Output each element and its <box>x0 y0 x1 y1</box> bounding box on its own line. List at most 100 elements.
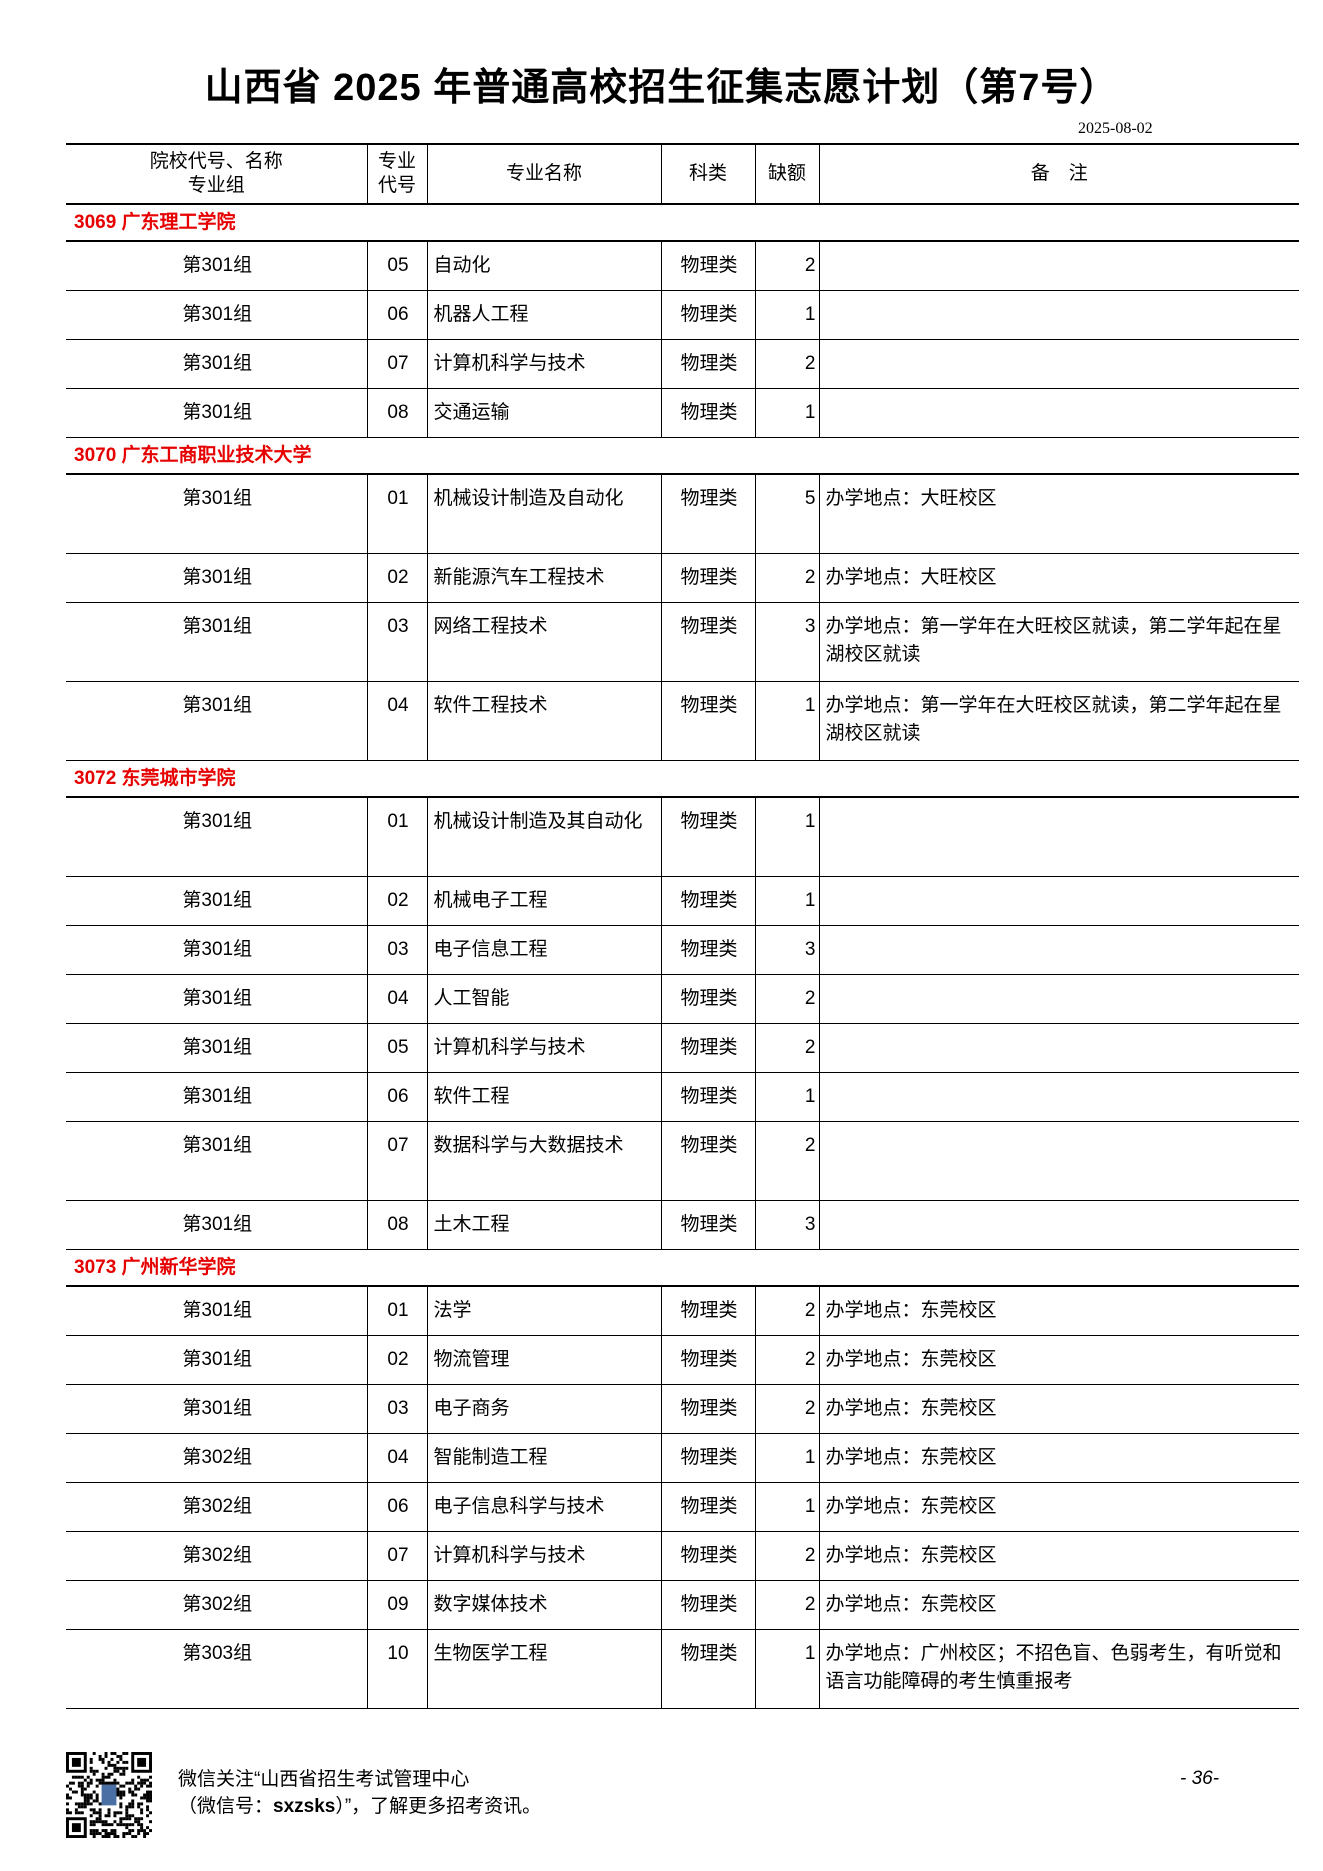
note-cell <box>818 241 1299 291</box>
note-cell: 办学地点：广州校区；不招色盲、色弱考生，有听觉和语言功能障碍的考生慎重报考 <box>818 1629 1299 1709</box>
quota-cell: 1 <box>754 1629 819 1709</box>
major-name-cell: 智能制造工程 <box>426 1433 661 1483</box>
major-name-cell: 软件工程技术 <box>426 681 661 761</box>
school-name: 3069 广东理工学院 <box>66 204 1299 242</box>
note-cell: 办学地点：东莞校区 <box>818 1433 1299 1483</box>
category-cell: 物理类 <box>660 1629 755 1709</box>
note-cell <box>818 1121 1299 1201</box>
group-cell: 第302组 <box>66 1433 367 1483</box>
note-cell: 办学地点：第一学年在大旺校区就读，第二学年起在星湖校区就读 <box>818 681 1299 761</box>
table-row: 第303组 10 生物医学工程 物理类 1 办学地点：广州校区；不招色盲、色弱考生，有听觉… <box>66 1629 1299 1709</box>
table-row: 第301组 03 网络工程技术 物理类 3 办学地点：第一学年在大旺校区就读，第二学年起在… <box>66 602 1299 682</box>
group-cell: 第301组 <box>66 602 367 682</box>
group-cell: 第301组 <box>66 1335 367 1385</box>
major-code-cell: 05 <box>366 1023 427 1073</box>
major-code-cell: 08 <box>366 1200 427 1250</box>
group-cell: 第301组 <box>66 388 367 438</box>
note-cell <box>818 925 1299 975</box>
footer-line-1: 微信关注“山西省招生考试管理中心 <box>178 1769 470 1790</box>
group-cell: 第303组 <box>66 1629 367 1709</box>
header-name: 专业名称 <box>426 143 661 205</box>
category-cell: 物理类 <box>660 1335 755 1385</box>
major-name-cell: 生物医学工程 <box>426 1629 661 1709</box>
major-name-cell: 交通运输 <box>426 388 661 438</box>
major-name-cell: 机器人工程 <box>426 290 661 340</box>
category-cell: 物理类 <box>660 339 755 389</box>
quota-cell: 2 <box>754 1384 819 1434</box>
group-cell: 第301组 <box>66 553 367 603</box>
footer-text: 微信关注“山西省招生考试管理中心 （微信号：sxzsks）”，了解更多招考资讯。 <box>178 1766 778 1820</box>
table-row: 第302组 07 计算机科学与技术 物理类 2 办学地点：东莞校区 <box>66 1531 1299 1581</box>
footer-line-2-suffix: ）”，了解更多招考资讯。 <box>335 1796 542 1817</box>
note-cell: 办学地点：东莞校区 <box>818 1286 1299 1336</box>
group-cell: 第301组 <box>66 797 367 877</box>
quota-cell: 2 <box>754 1335 819 1385</box>
quota-cell: 2 <box>754 339 819 389</box>
group-cell: 第301组 <box>66 1200 367 1250</box>
major-code-cell: 06 <box>366 290 427 340</box>
page-number: - 36- <box>1180 1768 1220 1789</box>
page-title: 山西省 2025 年普通高校招生征集志愿计划（第7号） <box>204 67 1119 109</box>
table-row: 第302组 09 数字媒体技术 物理类 2 办学地点：东莞校区 <box>66 1580 1299 1630</box>
table-row: 第301组 01 机械设计制造及自动化 物理类 5 办学地点：大旺校区 <box>66 474 1299 554</box>
note-cell: 办学地点：大旺校区 <box>818 553 1299 603</box>
category-cell: 物理类 <box>660 1121 755 1201</box>
major-code-cell: 04 <box>366 1433 427 1483</box>
major-name-cell: 软件工程 <box>426 1072 661 1122</box>
table-row: 第301组 04 软件工程技术 物理类 1 办学地点：第一学年在大旺校区就读，第二学年起在… <box>66 681 1299 761</box>
major-name-cell: 人工智能 <box>426 974 661 1024</box>
major-code-cell: 01 <box>366 797 427 877</box>
quota-cell: 2 <box>754 553 819 603</box>
note-cell <box>818 974 1299 1024</box>
wechat-id: sxzsks <box>273 1796 336 1817</box>
quota-cell: 2 <box>754 974 819 1024</box>
note-cell <box>818 1023 1299 1073</box>
group-cell: 第301组 <box>66 1023 367 1073</box>
table-header: 院校代号、名称 专业组 专业 代号 专业名称 科类 缺额 备 注 <box>66 143 1299 205</box>
category-cell: 物理类 <box>660 602 755 682</box>
major-name-cell: 电子商务 <box>426 1384 661 1434</box>
major-name-cell: 计算机科学与技术 <box>426 1023 661 1073</box>
major-code-cell: 07 <box>366 1531 427 1581</box>
group-cell: 第301组 <box>66 290 367 340</box>
major-code-cell: 08 <box>366 388 427 438</box>
quota-cell: 5 <box>754 474 819 554</box>
category-cell: 物理类 <box>660 1200 755 1250</box>
major-code-cell: 03 <box>366 1384 427 1434</box>
category-cell: 物理类 <box>660 388 755 438</box>
note-cell <box>818 797 1299 877</box>
major-name-cell: 计算机科学与技术 <box>426 1531 661 1581</box>
major-name-cell: 数据科学与大数据技术 <box>426 1121 661 1201</box>
group-cell: 第301组 <box>66 474 367 554</box>
note-cell <box>818 1072 1299 1122</box>
note-cell: 办学地点：东莞校区 <box>818 1482 1299 1532</box>
school-name: 3073 广州新华学院 <box>66 1249 1299 1287</box>
group-cell: 第301组 <box>66 1072 367 1122</box>
major-name-cell: 数字媒体技术 <box>426 1580 661 1630</box>
school-name: 3070 广东工商职业技术大学 <box>66 437 1299 475</box>
category-cell: 物理类 <box>660 1072 755 1122</box>
note-cell <box>818 339 1299 389</box>
footer-line-2-prefix: （微信号： <box>178 1796 274 1817</box>
quota-cell: 1 <box>754 681 819 761</box>
category-cell: 物理类 <box>660 1433 755 1483</box>
major-name-cell: 新能源汽车工程技术 <box>426 553 661 603</box>
table-row: 第301组 07 数据科学与大数据技术 物理类 2 <box>66 1121 1299 1201</box>
table-row: 第301组 01 法学 物理类 2 办学地点：东莞校区 <box>66 1286 1299 1336</box>
quota-cell: 1 <box>754 290 819 340</box>
group-cell: 第301组 <box>66 974 367 1024</box>
note-cell: 办学地点：大旺校区 <box>818 474 1299 554</box>
table-row: 第301组 02 机械电子工程 物理类 1 <box>66 876 1299 926</box>
major-name-cell: 电子信息科学与技术 <box>426 1482 661 1532</box>
table-row: 第302组 06 电子信息科学与技术 物理类 1 办学地点：东莞校区 <box>66 1482 1299 1532</box>
category-cell: 物理类 <box>660 1286 755 1336</box>
major-name-cell: 土木工程 <box>426 1200 661 1250</box>
quota-cell: 2 <box>754 1286 819 1336</box>
table-row: 第301组 06 机器人工程 物理类 1 <box>66 290 1299 340</box>
quota-cell: 1 <box>754 797 819 877</box>
quota-cell: 2 <box>754 1580 819 1630</box>
quota-cell: 1 <box>754 1482 819 1532</box>
header-code: 专业 代号 <box>366 143 427 205</box>
header-quota: 缺额 <box>754 143 819 205</box>
category-cell: 物理类 <box>660 474 755 554</box>
